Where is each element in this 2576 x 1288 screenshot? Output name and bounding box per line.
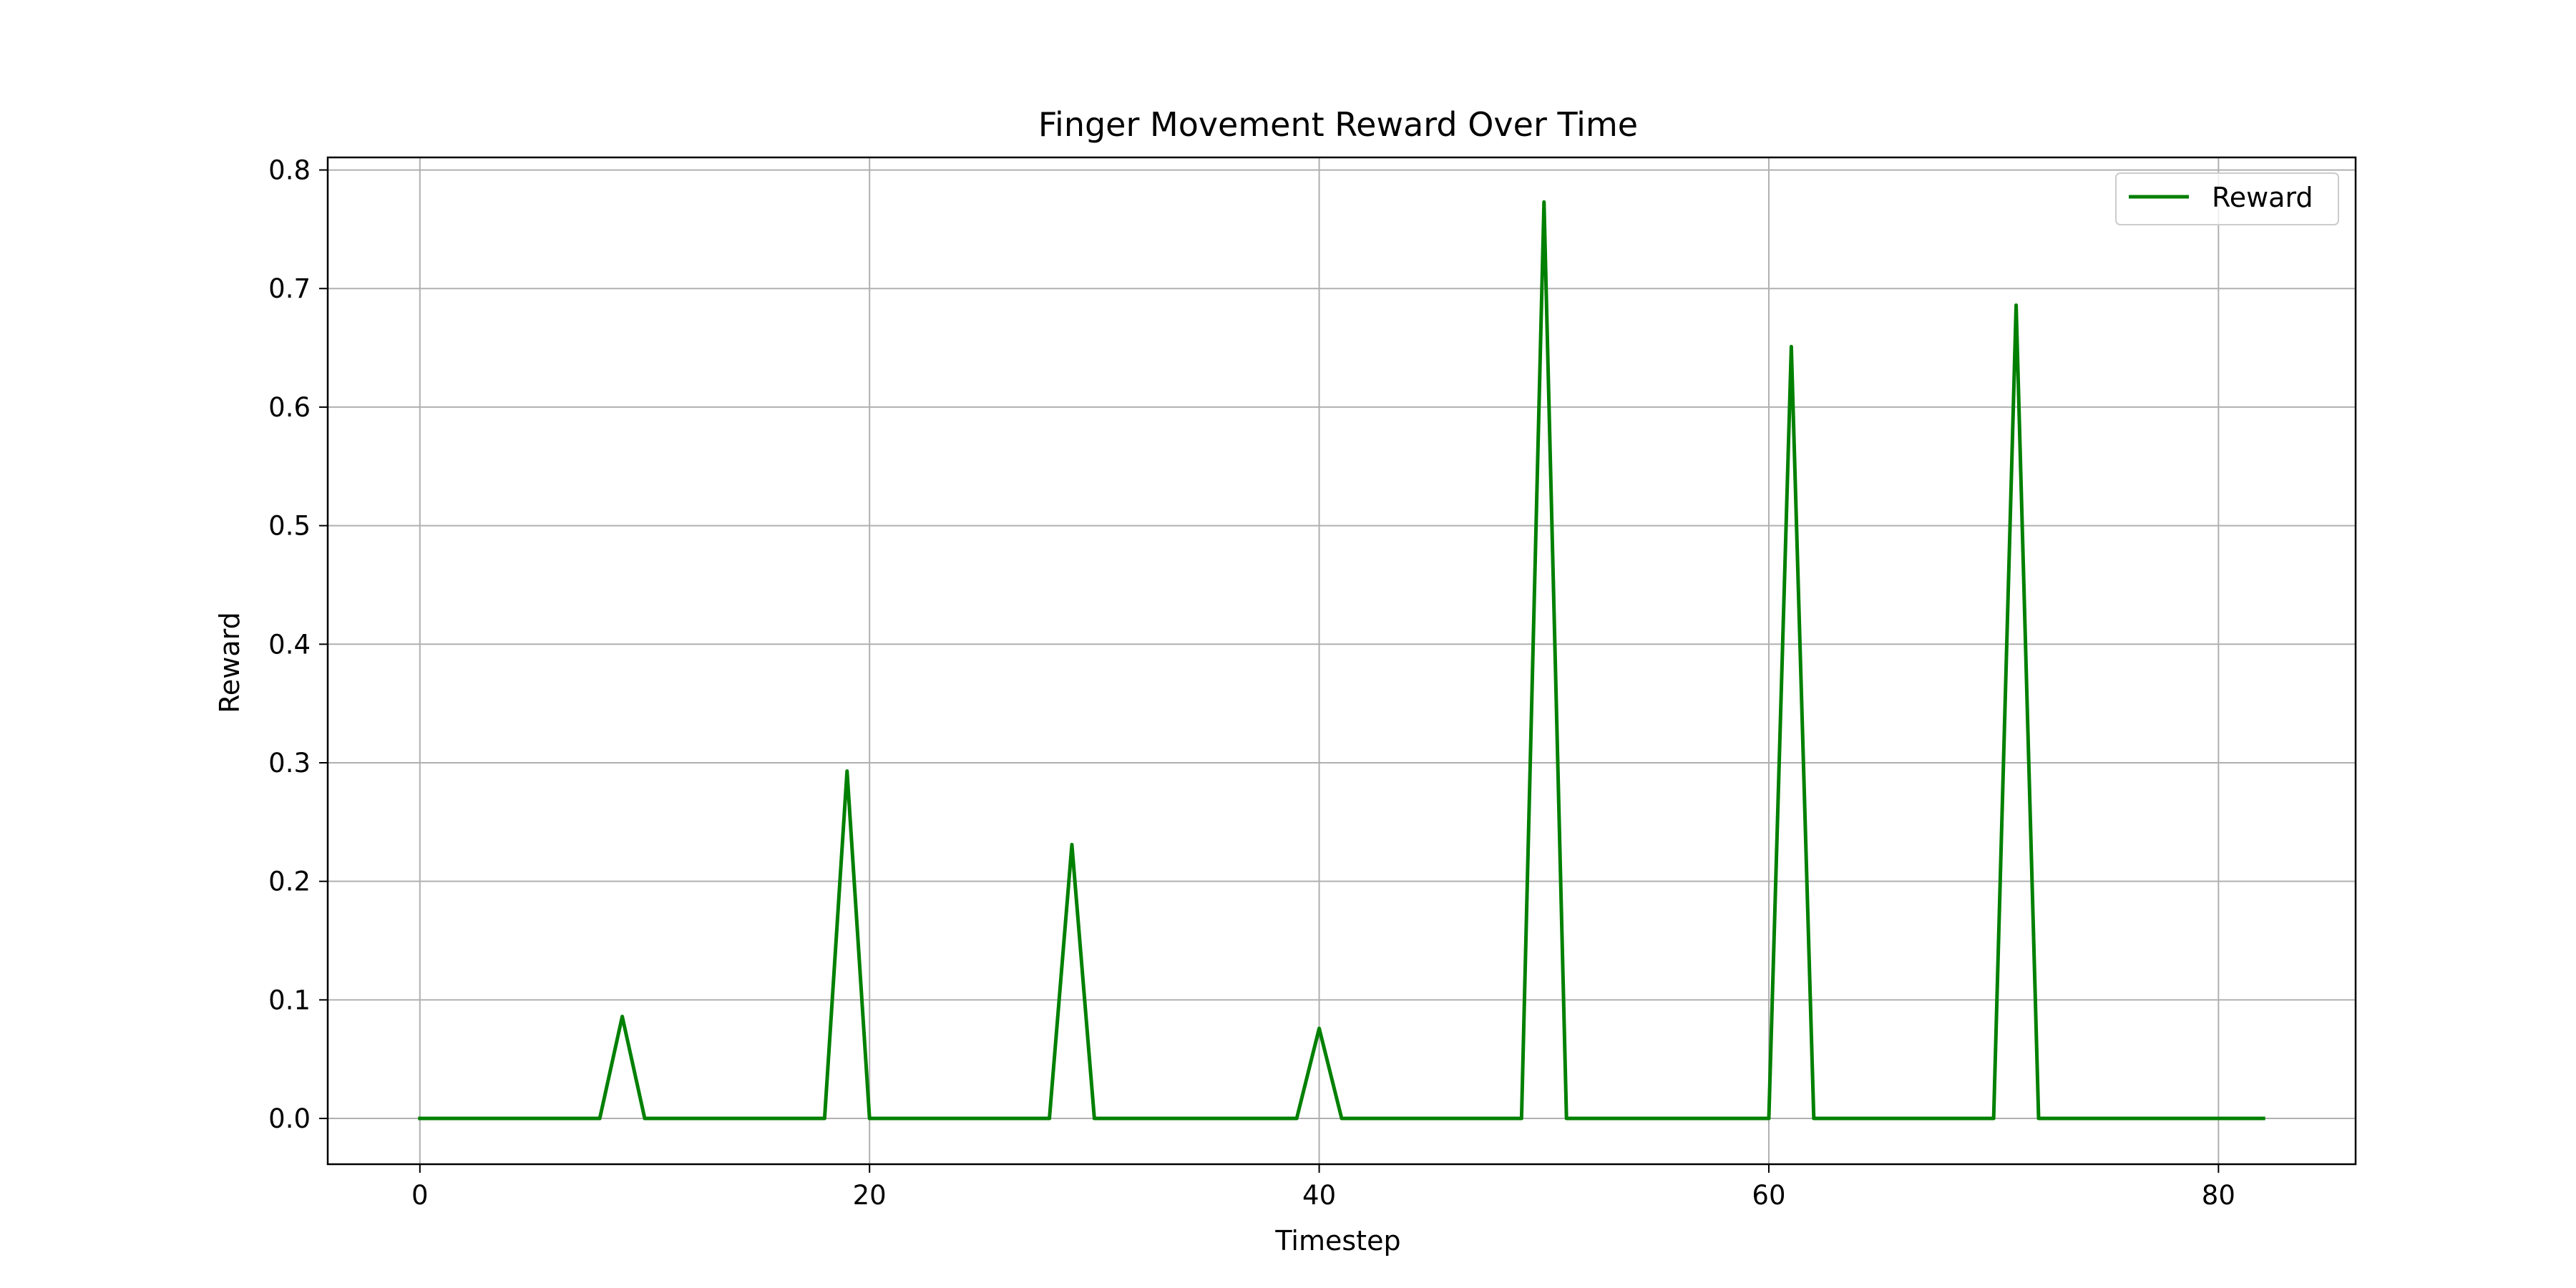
series-line-reward bbox=[418, 200, 2265, 1121]
x-axis-label: Timestep bbox=[1274, 1225, 1400, 1257]
y-axis-label: Reward bbox=[214, 612, 245, 713]
x-tick-label: 40 bbox=[1302, 1180, 1336, 1211]
y-tick-label: 0.3 bbox=[268, 748, 311, 779]
y-tick-label: 0.4 bbox=[268, 629, 311, 660]
y-tick-label: 0.7 bbox=[268, 273, 311, 304]
y-tick-label: 0.0 bbox=[268, 1103, 311, 1134]
axes bbox=[326, 156, 2357, 1166]
y-axis-ticks: 0.0 0.1 0.2 0.3 0.4 0.5 0.6 0.7 0.8 bbox=[268, 155, 328, 1134]
legend: Reward bbox=[2115, 172, 2339, 225]
x-tick-label: 20 bbox=[853, 1180, 887, 1211]
grid bbox=[328, 157, 2356, 1164]
y-tick-label: 0.1 bbox=[268, 985, 311, 1015]
x-tick-label: 60 bbox=[1752, 1180, 1785, 1211]
x-tick-label: 0 bbox=[411, 1180, 429, 1211]
y-tick-label: 0.2 bbox=[268, 867, 311, 897]
x-axis-ticks: 0 20 40 60 80 bbox=[411, 1164, 2235, 1211]
legend-box bbox=[2115, 172, 2339, 225]
legend-label-reward: Reward bbox=[2212, 182, 2313, 213]
y-tick-label: 0.5 bbox=[268, 511, 311, 542]
series-layer bbox=[418, 200, 2265, 1121]
y-tick-label: 0.6 bbox=[268, 392, 311, 423]
x-tick-label: 80 bbox=[2202, 1180, 2235, 1211]
y-tick-label: 0.8 bbox=[268, 155, 311, 186]
plot-frame bbox=[326, 156, 2357, 1166]
chart-title: Finger Movement Reward Over Time bbox=[1038, 105, 1638, 144]
